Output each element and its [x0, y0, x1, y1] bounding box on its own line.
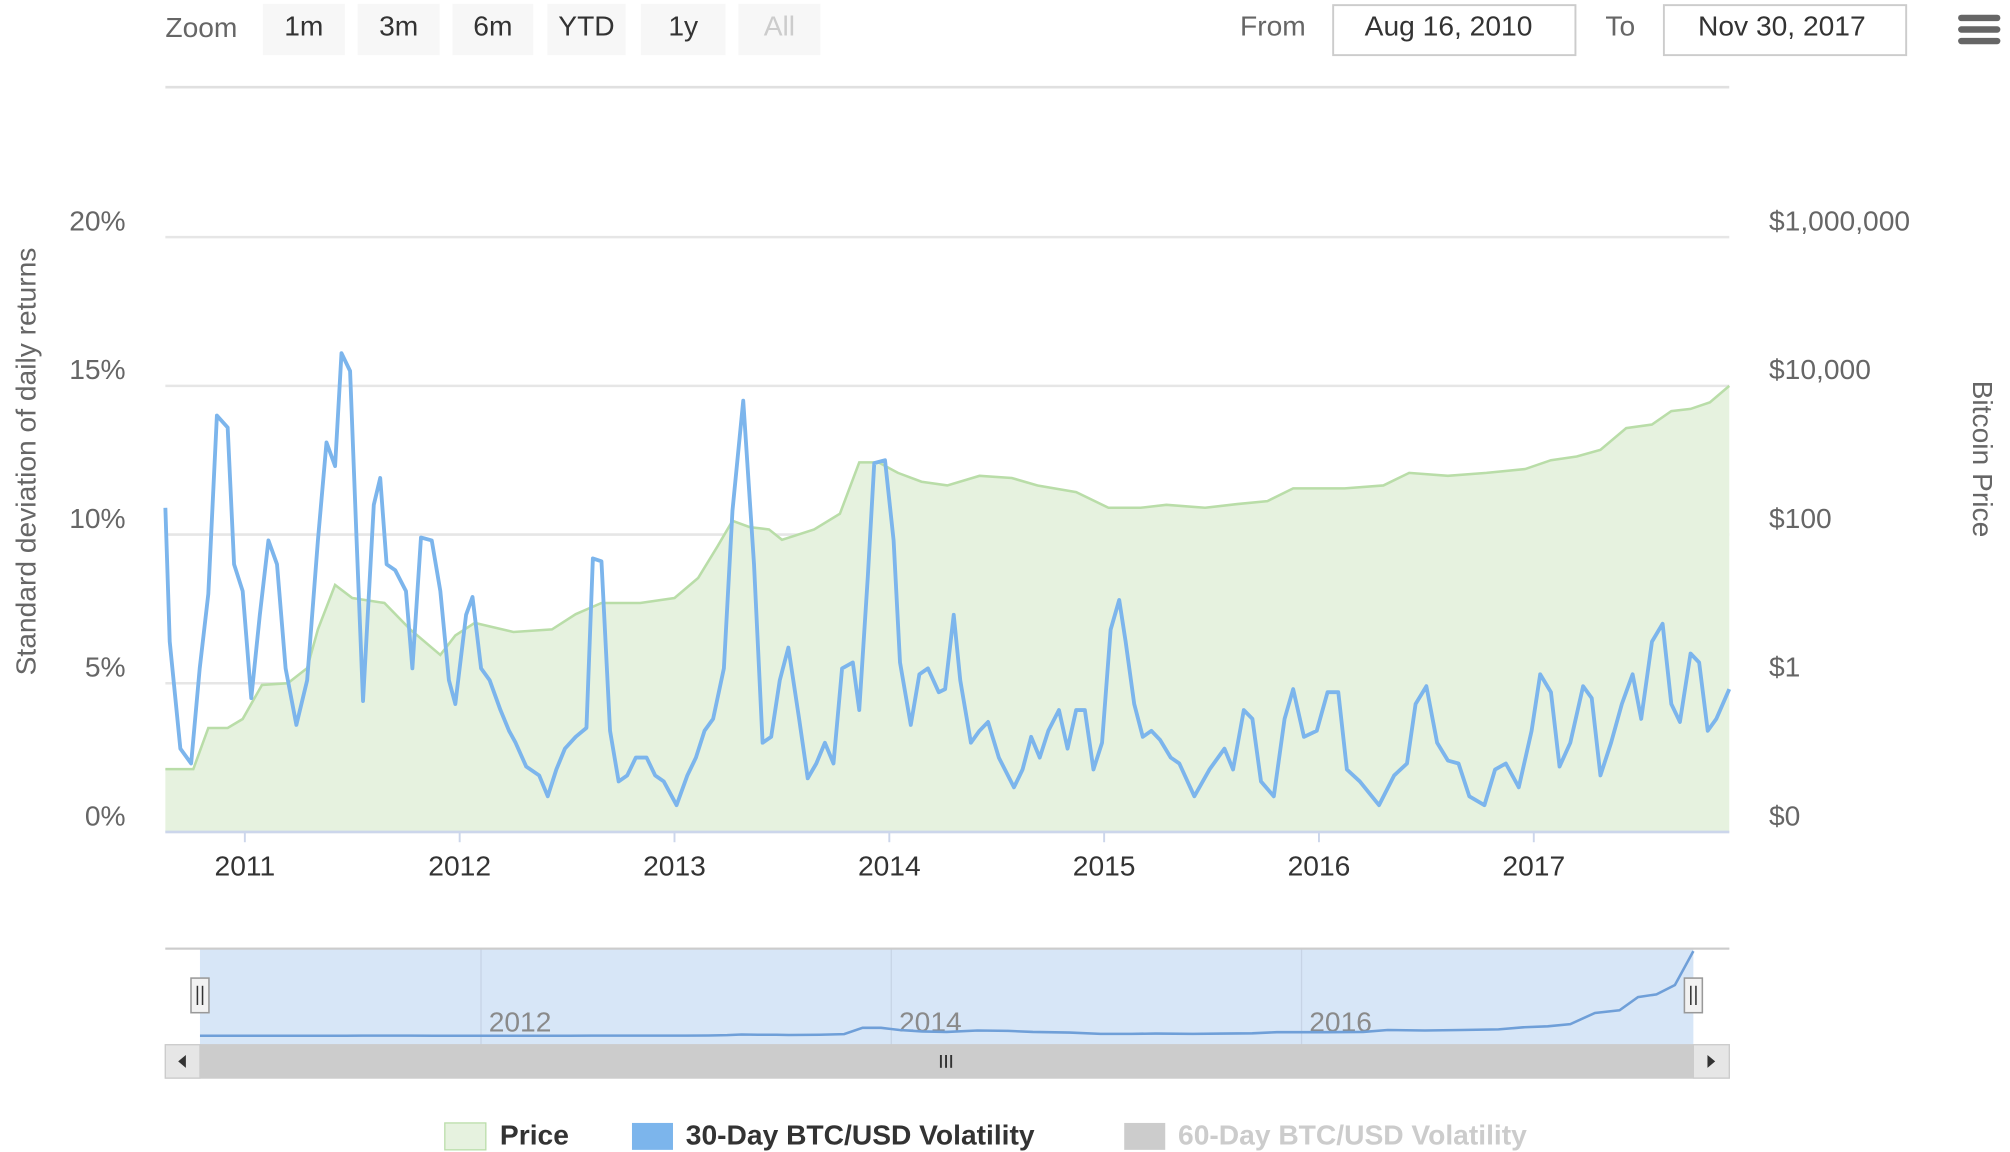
- zoom-button[interactable]: 1m: [262, 3, 345, 56]
- handle-body: [190, 977, 210, 1014]
- legend-item[interactable]: 30-Day BTC/USD Volatility: [631, 1118, 1035, 1150]
- button-bg: [640, 3, 726, 56]
- navigator-tick-label: 2012: [489, 1006, 552, 1038]
- button-label: 6m: [473, 10, 512, 42]
- y-axis-title: Standard deviation of daily returns: [10, 248, 42, 676]
- button-bg: [738, 3, 821, 56]
- y2-tick-label: $0: [1769, 799, 1800, 831]
- y-tick-label: 20%: [69, 205, 125, 237]
- y2-tick-label: $1,000,000: [1769, 205, 1910, 237]
- y2-tick-label: $1: [1769, 651, 1800, 683]
- legend-item[interactable]: Price: [444, 1118, 569, 1151]
- legend-item[interactable]: 60-Day BTC/USD Volatility: [1124, 1118, 1527, 1150]
- y2-tick-label: $100: [1769, 502, 1832, 534]
- legend-swatch: [631, 1122, 673, 1150]
- legend-label: Price: [500, 1118, 569, 1150]
- button-label: All: [764, 10, 795, 42]
- to-input[interactable]: [1662, 4, 1908, 57]
- navigator-line: [199, 950, 1695, 1038]
- x-tick-label: 2016: [1288, 849, 1351, 881]
- x-tick-label: 2017: [1502, 849, 1565, 881]
- x-tick-label: 2014: [858, 849, 921, 881]
- to-value: Nov 30, 2017: [1698, 10, 1866, 42]
- handle-body: [1683, 977, 1704, 1014]
- zoom-button[interactable]: All: [738, 3, 821, 56]
- x-tick-label: 2012: [428, 849, 491, 881]
- from-value: Aug 16, 2010: [1365, 10, 1533, 42]
- button-bg: [262, 3, 345, 56]
- button-label: YTD: [558, 10, 614, 42]
- zoom-button[interactable]: 6m: [452, 3, 534, 56]
- zoom-button[interactable]: YTD: [547, 3, 626, 56]
- y2-axis-title: Bitcoin Price: [1967, 381, 1999, 538]
- button-bg: [357, 3, 440, 56]
- navigator-handle[interactable]: [190, 977, 210, 1014]
- zoom-button[interactable]: 1y: [640, 3, 726, 56]
- y-tick-label: 0%: [85, 799, 126, 831]
- legend-label: 30-Day BTC/USD Volatility: [686, 1118, 1035, 1150]
- legend-swatch: [1124, 1122, 1166, 1150]
- scrollbar-grip: [939, 1054, 953, 1068]
- y-tick-label: 10%: [69, 502, 125, 534]
- y2-tick-label: $10,000: [1769, 353, 1871, 385]
- button-bg: [452, 3, 534, 56]
- x-tick-label: 2011: [215, 849, 276, 881]
- zoom-label: Zoom: [165, 11, 237, 43]
- navigator-mask: [199, 948, 1694, 1045]
- to-label: To: [1605, 10, 1635, 42]
- price-area: [165, 385, 1730, 832]
- from-label: From: [1240, 10, 1306, 42]
- y-tick-label: 15%: [69, 353, 125, 385]
- button-label: 1y: [668, 10, 699, 42]
- x-tick-label: 2013: [643, 849, 706, 881]
- arrow-left: [178, 1054, 186, 1068]
- button-bg: [547, 3, 626, 56]
- scroll-left[interactable]: [164, 1044, 201, 1079]
- legend-label: 60-Day BTC/USD Volatility: [1178, 1118, 1527, 1150]
- zoom-button[interactable]: 3m: [357, 3, 440, 56]
- legend-swatch: [444, 1122, 487, 1151]
- x-tick-label: 2015: [1073, 849, 1136, 881]
- from-input[interactable]: [1332, 4, 1577, 57]
- navigator-handle[interactable]: [1683, 977, 1704, 1014]
- button-label: 3m: [379, 10, 418, 42]
- volatility-line: [163, 351, 1732, 808]
- arrow-right: [1707, 1054, 1716, 1068]
- y-tick-label: 5%: [85, 651, 126, 683]
- button-label: 1m: [284, 10, 323, 42]
- menu-button[interactable]: [1958, 14, 2001, 45]
